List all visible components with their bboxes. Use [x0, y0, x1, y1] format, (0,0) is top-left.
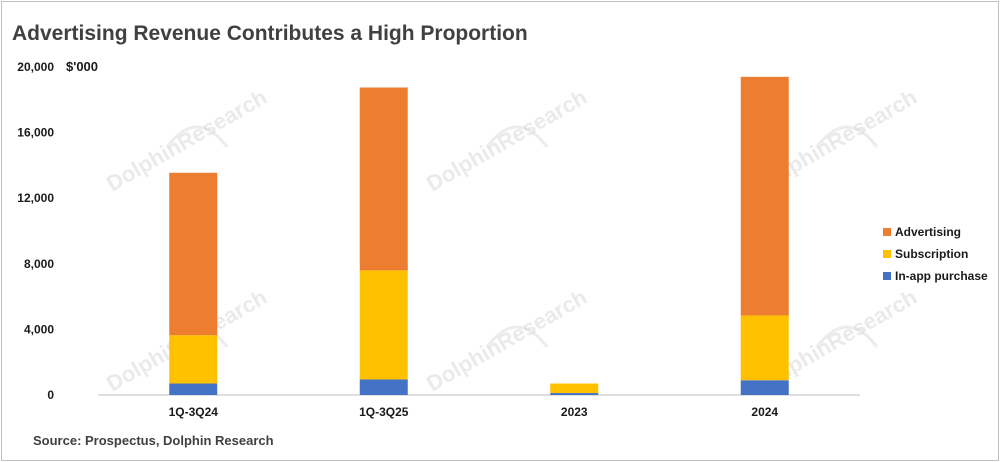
y-tick-label: 12,000 [17, 191, 54, 205]
watermark: DolphinResearch [422, 84, 591, 196]
bar-subscription-2023 [550, 383, 599, 394]
watermark-text: DolphinResearch [422, 284, 591, 396]
watermark-layer: DolphinResearch DolphinResearch DolphinRes… [102, 84, 921, 396]
y-axis-unit: $'000 [66, 59, 98, 74]
legend-label: Advertising [895, 225, 961, 239]
bar-in-app-purchase-2023 [550, 393, 599, 395]
bar-layer [169, 76, 789, 395]
chart-title: Advertising Revenue Contributes a High P… [12, 22, 528, 45]
legend-swatch [883, 272, 891, 280]
x-category-label: 2023 [561, 405, 588, 419]
x-category-label: 1Q-3Q25 [359, 405, 409, 419]
x-category-label: 1Q-3Q24 [169, 405, 219, 419]
bar-advertising-2024 [740, 76, 789, 316]
y-tick-label: 4,000 [24, 322, 54, 336]
legend-label: Subscription [895, 247, 968, 261]
watermark-logo [485, 125, 549, 148]
watermark-logo [815, 325, 879, 348]
y-tick-label: 0 [47, 388, 54, 402]
x-axis-categories: 1Q-3Q24 1Q-3Q25 2023 2024 [169, 405, 779, 419]
watermark-logo [485, 325, 549, 348]
bar-in-app-purchase-1q-3q24 [169, 383, 218, 395]
watermark-text: DolphinResearch [422, 84, 591, 196]
source-note: Source: Prospectus, Dolphin Research [33, 433, 274, 448]
y-axis-ticks: 0 4,000 8,000 12,000 16,000 20,000 [17, 60, 54, 402]
watermark-logo [815, 125, 879, 148]
bar-subscription-2024 [740, 315, 789, 381]
legend-swatch [883, 250, 891, 258]
bar-advertising-1q-3q25 [359, 87, 408, 271]
y-tick-label: 20,000 [17, 60, 54, 74]
bar-in-app-purchase-1q-3q25 [359, 379, 408, 395]
y-tick-label: 8,000 [24, 257, 54, 271]
legend: Advertising Subscription In-app purchase [883, 225, 988, 283]
bar-subscription-1q-3q24 [169, 335, 218, 384]
legend-label: In-app purchase [895, 269, 988, 283]
watermark-logo [165, 125, 229, 148]
bar-in-app-purchase-2024 [740, 380, 789, 395]
x-category-label: 2024 [751, 405, 778, 419]
legend-swatch [883, 228, 891, 236]
watermark: DolphinResearch [422, 284, 591, 396]
bar-subscription-1q-3q25 [359, 270, 408, 380]
y-tick-label: 16,000 [17, 126, 54, 140]
bar-advertising-1q-3q24 [169, 172, 218, 336]
